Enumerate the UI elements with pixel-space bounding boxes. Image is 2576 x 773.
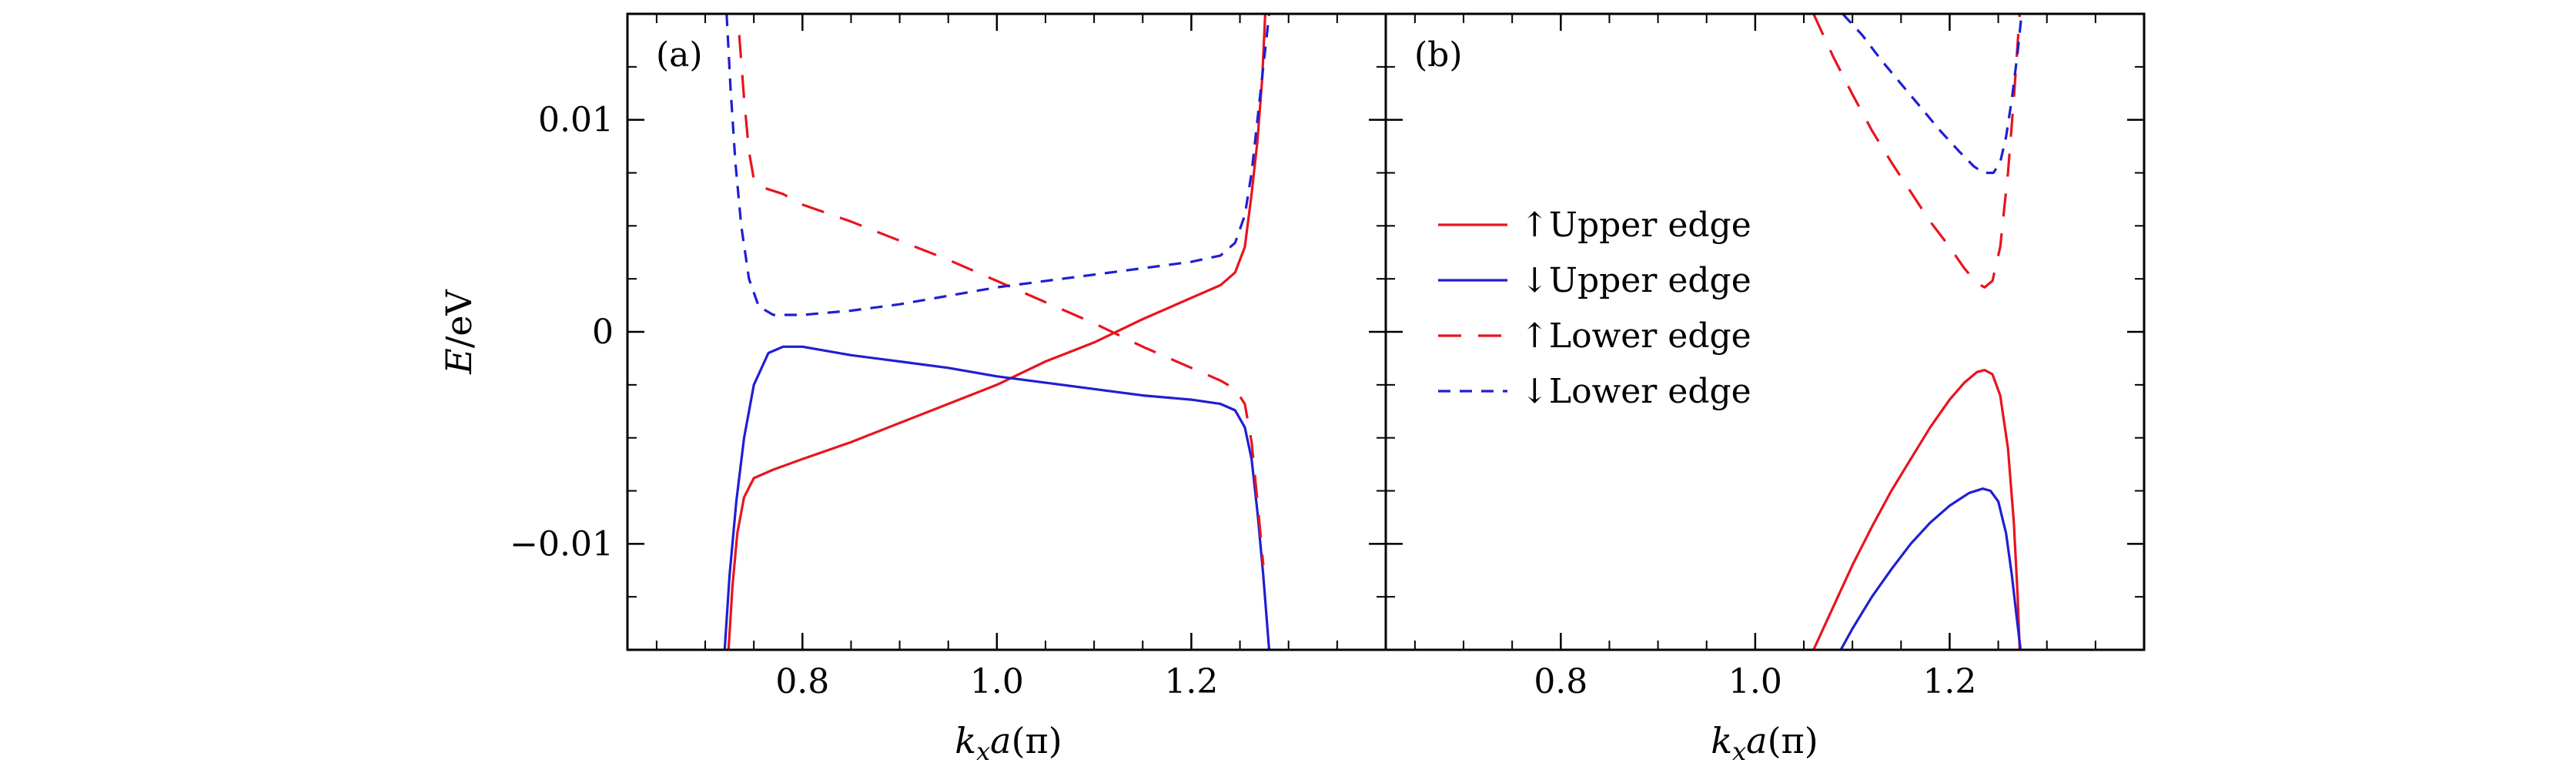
x-axis-title-b: kxa(π) [1711, 720, 1818, 766]
panel-a-y-tick-label: −0.01 [510, 524, 614, 564]
legend-label-3: ↑Lower edge [1521, 316, 1751, 356]
panel-a-series-4 [725, 14, 1271, 316]
y-axis-title-unit: /eV [438, 289, 480, 348]
panel-b-ticks: 0.8 1.0 1.2 [1386, 13, 2145, 701]
panel-b-series [1812, 14, 2023, 650]
panel-a-series [723, 14, 1271, 650]
panel-a-y-tick-label: 0 [592, 313, 614, 352]
legend: ↑Upper edge ↓Upper edge ↑Lower edge ↓Lower … [1438, 206, 1751, 411]
panel-a-series-2 [723, 345, 1271, 650]
x-axis-title-b-unit: (π) [1768, 720, 1818, 761]
panel-b-series-4 [1842, 14, 2023, 175]
panel-b-label: (b) [1414, 35, 1463, 75]
y-axis-title-symbol: E [438, 348, 480, 375]
panel-b-x-tick-label: 1.2 [1922, 662, 1976, 701]
panel-a-series-1 [727, 14, 1266, 650]
legend-label-2: ↓Upper edge [1521, 261, 1751, 300]
panel-a-x-tick-label: 1.2 [1164, 662, 1218, 701]
panel-a-x-tick-label: 1.0 [970, 662, 1024, 701]
x-axis-title-a-k: k [955, 720, 976, 761]
panel-a-y-tick-label: 0.01 [538, 101, 614, 140]
panel-b-x-tick-label: 0.8 [1534, 662, 1587, 701]
panel-b-x-tick-label: 1.0 [1728, 662, 1782, 701]
x-axis-title-b-sub: x [1732, 737, 1746, 766]
panel-a: 0.8 1.0 1.2 −0.01 0 0.01 (a) [510, 12, 1387, 701]
panel-b-series-1 [1812, 369, 2021, 650]
panel-a-label: (a) [656, 35, 703, 75]
x-axis-title-a: kxa(π) [955, 720, 1062, 766]
panel-b-series-3 [1812, 14, 2021, 289]
x-axis-title-a-a: a [990, 720, 1011, 761]
y-axis-title: E/eV [438, 289, 480, 374]
panel-b: 0.8 1.0 1.2 (b) [1384, 12, 2146, 701]
panel-a-series-3 [738, 35, 1265, 566]
x-axis-title-a-sub: x [976, 737, 990, 766]
x-axis-title-b-k: k [1711, 720, 1732, 761]
x-axis-title-b-a: a [1746, 720, 1767, 761]
panel-b-series-2 [1839, 487, 2022, 650]
panel-a-frame [626, 12, 1387, 651]
legend-label-4: ↓Lower edge [1521, 372, 1751, 411]
panel-a-x-tick-label: 0.8 [775, 662, 829, 701]
legend-label-1: ↑Upper edge [1521, 206, 1751, 245]
x-axis-title-a-unit: (π) [1012, 720, 1062, 761]
panel-b-frame [1384, 12, 2146, 651]
panel-a-ticks: 0.8 1.0 1.2 −0.01 0 0.01 [510, 13, 1387, 701]
